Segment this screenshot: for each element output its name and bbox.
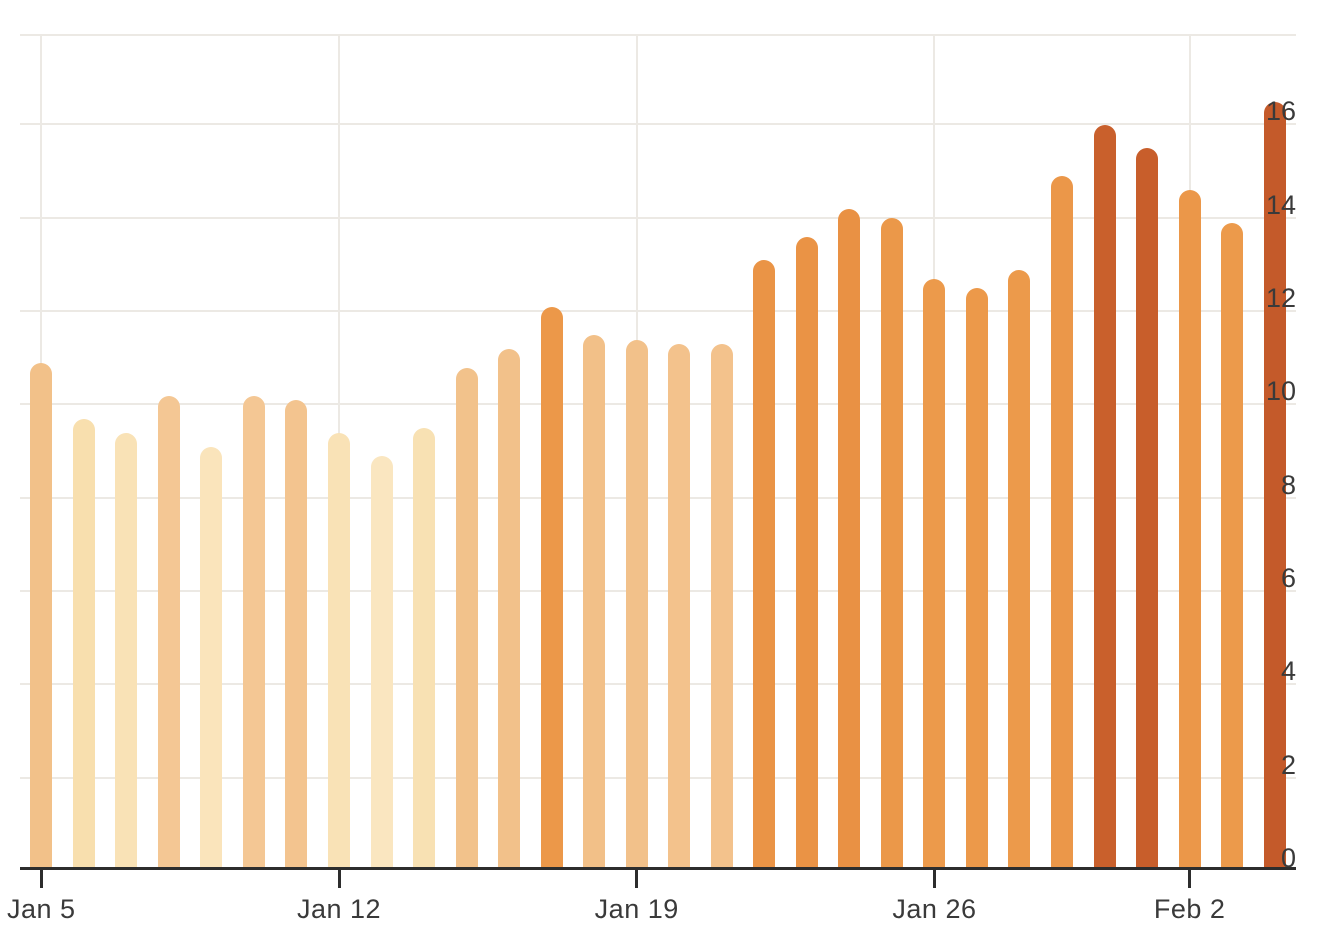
- bar[interactable]: [30, 362, 53, 869]
- bar[interactable]: [200, 446, 223, 869]
- y-tick-label: 14: [1265, 189, 1296, 220]
- y-tick-label: 10: [1265, 376, 1296, 407]
- bar-slot: [1168, 34, 1211, 869]
- bar[interactable]: [1178, 190, 1201, 869]
- h-gridline: [20, 589, 1296, 592]
- bar-slot: [148, 34, 191, 869]
- bar-slot: [63, 34, 106, 869]
- bar[interactable]: [455, 367, 478, 869]
- bar[interactable]: [1093, 124, 1116, 869]
- bar[interactable]: [923, 278, 946, 869]
- bar-slot: [615, 34, 658, 869]
- x-axis-line: [20, 867, 1296, 870]
- y-tick-label: 6: [1280, 562, 1296, 593]
- bar-slot: [360, 34, 403, 869]
- bar-slot: [105, 34, 148, 869]
- bar-slot: [1126, 34, 1169, 869]
- bar-slot: [1211, 34, 1254, 869]
- bar[interactable]: [413, 428, 436, 869]
- bar[interactable]: [242, 395, 265, 869]
- bar[interactable]: [625, 339, 648, 869]
- bar-slot: [1041, 34, 1084, 869]
- bar[interactable]: [1263, 101, 1286, 869]
- h-gridline: [20, 776, 1296, 779]
- x-tick-label: Jan 12: [296, 894, 382, 924]
- bar-slot: [573, 34, 616, 869]
- bar[interactable]: [1221, 222, 1244, 869]
- bar-slot: [998, 34, 1041, 869]
- bar[interactable]: [795, 236, 818, 869]
- x-tick-label: Feb 2: [1153, 894, 1226, 924]
- bar-slot: [403, 34, 446, 869]
- bar-slot: [1083, 34, 1126, 869]
- bar-slot: [743, 34, 786, 869]
- x-tick-mark: [39, 870, 43, 888]
- bar-slot: [913, 34, 956, 869]
- bar[interactable]: [285, 400, 308, 869]
- bar-slot: [956, 34, 999, 869]
- bar[interactable]: [965, 288, 988, 869]
- y-tick-label: 4: [1280, 656, 1296, 687]
- bar-slot: [445, 34, 488, 869]
- y-tick-label: 0: [1280, 843, 1296, 873]
- bar[interactable]: [838, 208, 861, 869]
- y-tick-label: 16: [1265, 96, 1296, 127]
- bar-slot: [828, 34, 871, 869]
- bar[interactable]: [115, 432, 138, 869]
- bar[interactable]: [880, 218, 903, 869]
- x-tick-mark: [1188, 870, 1192, 888]
- h-gridline: [20, 683, 1296, 686]
- x-tick-mark: [337, 870, 341, 888]
- bar[interactable]: [668, 344, 691, 869]
- bar[interactable]: [753, 260, 776, 869]
- bar[interactable]: [1051, 176, 1074, 869]
- bar[interactable]: [710, 344, 733, 869]
- bar-slot: [530, 34, 573, 869]
- y-tick-label: 12: [1265, 282, 1296, 313]
- x-tick-label: Jan 26: [892, 894, 977, 924]
- x-tick-mark: [635, 870, 639, 888]
- h-gridline: [20, 403, 1296, 406]
- bar-slot: [1253, 34, 1296, 869]
- bar-slot: [318, 34, 361, 869]
- bar-slot: [701, 34, 744, 869]
- bar[interactable]: [157, 395, 180, 869]
- bar[interactable]: [327, 432, 350, 869]
- h-gridline: [20, 123, 1296, 126]
- bar[interactable]: [498, 348, 521, 869]
- x-tick-label: Jan 19: [594, 894, 679, 924]
- h-gridline: [20, 216, 1296, 219]
- bars-container: [20, 34, 1296, 869]
- bar[interactable]: [370, 456, 393, 869]
- y-tick-label: 2: [1280, 749, 1296, 780]
- bar[interactable]: [1136, 148, 1159, 869]
- x-tick-mark: [932, 870, 936, 888]
- bar[interactable]: [1008, 269, 1031, 869]
- y-tick-label: 8: [1280, 469, 1296, 500]
- bar-slot: [871, 34, 914, 869]
- bar-slot: [658, 34, 701, 869]
- bar[interactable]: [72, 418, 95, 869]
- bar-slot: [786, 34, 829, 869]
- h-gridline: [20, 496, 1296, 499]
- bar-slot: [275, 34, 318, 869]
- bar-slot: [190, 34, 233, 869]
- bar[interactable]: [583, 334, 606, 869]
- bar[interactable]: [540, 306, 563, 869]
- bar-slot: [488, 34, 531, 869]
- x-tick-label: Jan 5: [6, 894, 76, 924]
- h-gridline: [20, 309, 1296, 312]
- bar-slot: [20, 34, 63, 869]
- bar-slot: [233, 34, 276, 869]
